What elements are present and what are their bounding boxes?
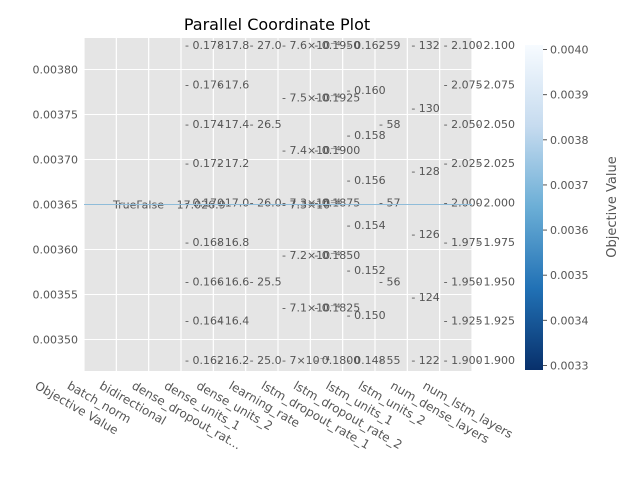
- colorbar: [525, 45, 543, 370]
- axis-tick-label: - 16.8: [217, 236, 249, 249]
- axis-tick-label: - 1.950: [444, 275, 483, 288]
- axis-tick-label: - 0.1900: [314, 144, 360, 157]
- axis-tick-label: - 26.5: [250, 118, 282, 131]
- axis-tick-label: - 2.000: [444, 197, 483, 210]
- axis-tick-label: - 27.0: [250, 39, 282, 52]
- axis-tick-label: - 0.164: [185, 315, 224, 328]
- axis-tick-label: - 1.975: [444, 236, 483, 249]
- objective-tick-label: 0.00350: [33, 334, 79, 347]
- objective-tick-label: 0.00370: [33, 154, 79, 167]
- axis-tick-label: - 2.050: [444, 118, 483, 131]
- axis-tick-label: - 7.4×10⁻⁴: [282, 144, 341, 157]
- colorbar-tick-label: 0.0035: [550, 269, 589, 282]
- axis-tick-label: - 2.050: [476, 118, 515, 131]
- axis-tick-label: - 1.975: [476, 236, 515, 249]
- colorbar-label: Objective Value: [605, 156, 620, 257]
- axis-tick-label: - 130: [411, 102, 439, 115]
- axis-tick-label: - 122: [411, 354, 439, 367]
- axis-tick-label: - 55: [379, 354, 400, 367]
- axis-tick-label: - 0.1825: [314, 302, 360, 315]
- axis-tick-label: - 7.2×10⁻⁴: [282, 249, 341, 262]
- axis-tick-label: - 0.162: [347, 39, 386, 52]
- colorbar-tick-label: 0.0036: [550, 224, 589, 237]
- axis-tick-label: - 0.166: [185, 275, 224, 288]
- axis-tick-label: - 0.148: [347, 354, 386, 367]
- axis-tick-label: - 2.075: [476, 78, 515, 91]
- axis-tick-label: - 25.5: [250, 275, 282, 288]
- axis-tick-label: - 58: [379, 118, 400, 131]
- axis-tick-label: - 2.100: [476, 39, 515, 52]
- axis-tick-label: - 0.1875: [314, 197, 360, 210]
- axis-tick-label: - 17.8: [217, 39, 249, 52]
- colorbar-tick-label: 0.0038: [550, 134, 589, 147]
- axis-tick-label: - 126: [411, 228, 439, 241]
- axis-tick-label: - 0.156: [347, 174, 386, 187]
- axis-tick-label: - 57: [379, 197, 400, 210]
- objective-tick-label: 0.00365: [33, 199, 79, 212]
- axis-tick-label: - 17.0: [217, 197, 249, 210]
- axis-tick-label: - 128: [411, 165, 439, 178]
- axis-tick-label: - 1.950: [476, 275, 515, 288]
- objective-tick-label: 0.00380: [33, 64, 79, 77]
- axis-tick-label: - 7.3×10⁻⁴: [282, 197, 341, 210]
- axis-tick-label: - 2.025: [444, 157, 483, 170]
- axis-tick-label: - 0.1800: [314, 354, 360, 367]
- axis-tick-label: - 1.900: [476, 354, 515, 367]
- axis-tick-label: - 16.6: [217, 275, 249, 288]
- axis-tick-label: - 0.176: [185, 78, 224, 91]
- axis-tick-label: - 0.160: [347, 84, 386, 97]
- axis-tick-label: - 0.150: [347, 309, 386, 322]
- objective-tick-label: 0.00360: [33, 244, 79, 257]
- axis-tick-label: - 124: [411, 291, 439, 304]
- axis-tick-label: - 17.2: [217, 157, 249, 170]
- colorbar-ticks: 0.0033 0.0034 0.0035 0.0036 0.0037 0.0038 0.00…: [543, 44, 589, 372]
- axis-tick-label: - 0.178: [185, 39, 224, 52]
- chart-title: Parallel Coordinate Plot: [184, 15, 370, 34]
- axis-tick-label: - 0.172: [185, 157, 224, 170]
- axis-tick-label: - 0.1850: [314, 249, 360, 262]
- axis-tick-label: - 56: [379, 275, 400, 288]
- axis-tick-label: - 1.900: [444, 354, 483, 367]
- axis-tick-label: - 0.170: [185, 197, 224, 210]
- axis-tick-label: - 7.6×10⁻⁴: [282, 39, 341, 52]
- axis-tick-label: - 7.1×10⁻⁴: [282, 302, 341, 315]
- axis-tick-label: - 17.6: [217, 78, 249, 91]
- axis-tick-label: - 0.174: [185, 118, 224, 131]
- objective-tick-label: 0.00355: [33, 289, 79, 302]
- axis-tick-label: - 132: [411, 39, 439, 52]
- axis-tick-label: - 2.000: [476, 197, 515, 210]
- axis-tick-label: - 17.4: [217, 118, 249, 131]
- colorbar-tick-label: 0.0040: [550, 44, 589, 57]
- colorbar-tick-label: 0.0037: [550, 179, 589, 192]
- axis-tick-label: - 1.925: [476, 315, 515, 328]
- axis-tick-label: - 26.0: [250, 197, 282, 210]
- axis-tick-label: - 0.162: [185, 354, 224, 367]
- axis-tick-label: - 0.1925: [314, 92, 360, 105]
- colorbar-tick-label: 0.0033: [550, 359, 589, 372]
- colorbar-tick-label: 0.0034: [550, 314, 589, 327]
- axis-labels: Objective Valuebatch_normbidirectionalde…: [33, 378, 516, 452]
- axis-tick-label: - 16.2: [217, 354, 249, 367]
- colorbar-tick-label: 0.0039: [550, 89, 589, 102]
- objective-tick-label: 0.00375: [33, 109, 79, 122]
- axis-tick-label: - 0.168: [185, 236, 224, 249]
- axis-tick-label: - 0.152: [347, 264, 386, 277]
- objective-axis-ticks: 0.00350 0.00355 0.00360 0.00365 0.00370 0.003…: [33, 64, 79, 347]
- axis-tick-label: - 1.925: [444, 315, 483, 328]
- axis-tick-label: - 16.4: [217, 315, 249, 328]
- axis-tick-label: - 2.075: [444, 78, 483, 91]
- axis-tick-label: - 59: [379, 39, 400, 52]
- axis-tick-label: - 7.5×10⁻⁴: [282, 92, 341, 105]
- axis-tick-label: - 2.100: [444, 39, 483, 52]
- axis-tick-label: - 2.025: [476, 157, 515, 170]
- axis-tick-label: - 0.1950: [314, 39, 360, 52]
- axis-tick-label: - 25.0: [250, 354, 282, 367]
- axis-tick-label: - 0.158: [347, 129, 386, 142]
- axis-tick-label: - 7×10⁻⁴: [282, 354, 330, 367]
- axis-tick-label: - 0.154: [347, 219, 386, 232]
